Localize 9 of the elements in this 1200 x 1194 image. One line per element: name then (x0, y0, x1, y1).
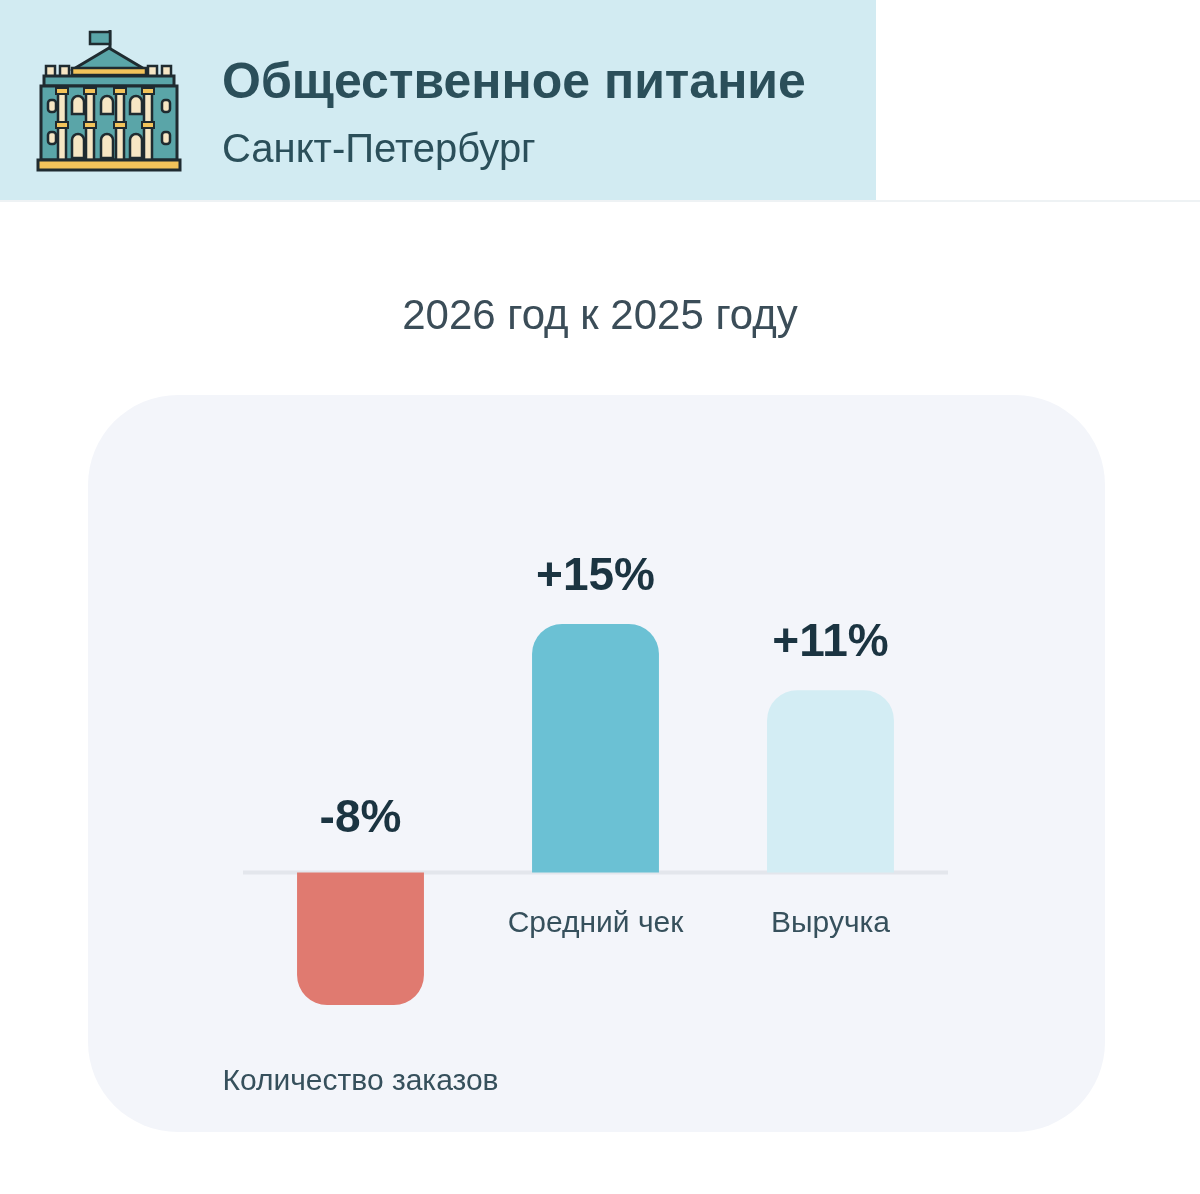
data-label: -8% (319, 790, 402, 843)
data-label: +15% (536, 548, 655, 600)
chart-title: Общественное питание (222, 52, 806, 110)
x-tick-label: Выручка (770, 904, 891, 938)
text: 2026 год к 2025 году (401, 290, 799, 340)
x-tick-label: Средний чек (507, 904, 685, 938)
x-tick-label: Количество заказов (222, 1063, 499, 1097)
chart-subtitle: Санкт-Петербург (222, 125, 536, 172)
data-label: +11% (772, 614, 889, 667)
